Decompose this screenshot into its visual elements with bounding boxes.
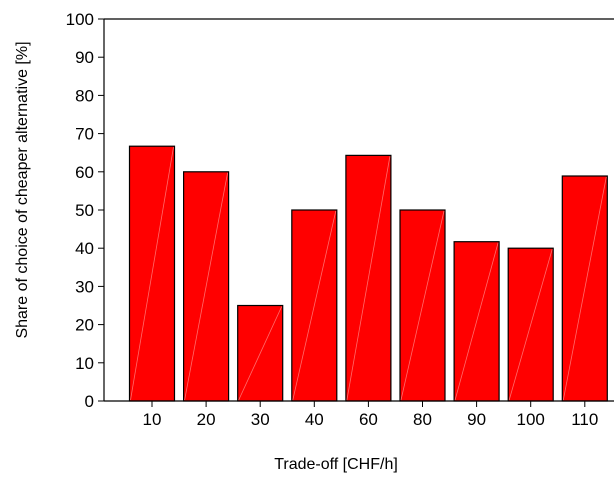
x-tick-label: 90 [467, 410, 486, 429]
y-tick-label: 90 [75, 48, 94, 67]
y-ticks: 0 10 20 30 40 50 60 70 80 90 100 [66, 10, 104, 411]
x-tick-label: 20 [197, 410, 216, 429]
y-tick-label: 20 [75, 316, 94, 335]
y-tick-label: 0 [85, 392, 94, 411]
bars-layer [128, 145, 608, 402]
x-axis-title: Trade-off [CHF/h] [274, 456, 398, 473]
y-axis-title: Share of choice of cheaper alternative [… [14, 41, 31, 338]
x-tick-label: 80 [413, 410, 432, 429]
y-tick-label: 30 [75, 277, 94, 296]
y-tick-label: 70 [75, 125, 94, 144]
bar-highlight [184, 172, 228, 401]
x-tick-label: 40 [305, 410, 324, 429]
y-tick-label: 10 [75, 354, 94, 373]
bar-highlight [454, 242, 499, 401]
y-tick-label: 80 [75, 86, 94, 105]
y-tick-label: 100 [66, 10, 94, 29]
x-tick-label: 60 [359, 410, 378, 429]
bar-highlight [346, 156, 391, 401]
x-tick-label: 100 [517, 410, 545, 429]
y-tick-label: 50 [75, 201, 94, 220]
y-tick-label: 60 [75, 163, 94, 182]
x-ticks: 10 20 30 40 60 80 90 100 110 [143, 401, 598, 429]
bar-highlight [400, 210, 445, 401]
y-tick-label: 40 [75, 239, 94, 258]
bar-highlight [292, 210, 337, 401]
x-tick-label: 110 [571, 410, 598, 429]
x-tick-label: 30 [251, 410, 270, 429]
bar-highlight [562, 176, 607, 401]
bar-highlight [508, 249, 553, 401]
x-tick-label: 10 [143, 410, 162, 429]
bar-highlight [130, 147, 174, 401]
bar-highlight [238, 306, 283, 401]
